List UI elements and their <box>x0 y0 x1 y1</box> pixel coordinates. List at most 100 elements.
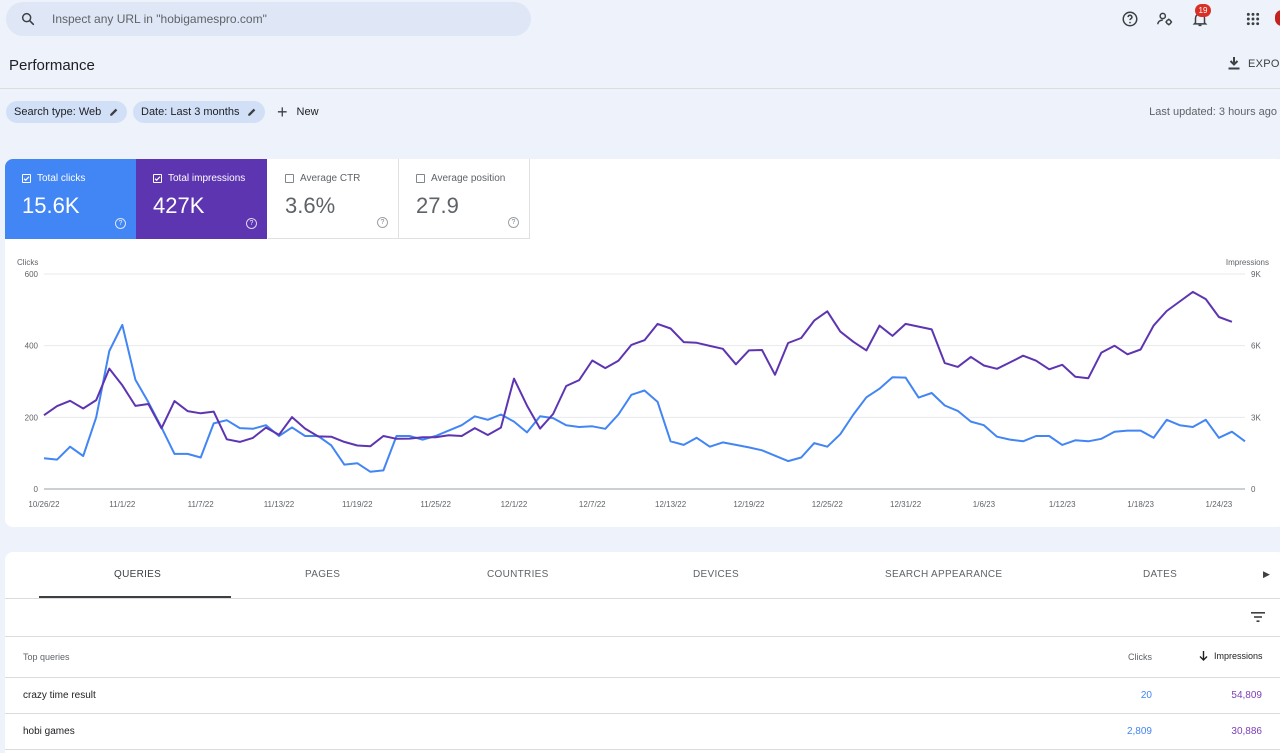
clicks-series-line <box>43 323 1246 473</box>
page-title: Performance <box>9 57 95 74</box>
impressions-value: 30,886 <box>1231 726 1262 737</box>
x-tick-label: 11/25/22 <box>420 500 451 509</box>
report-table-card: QUERIES PAGES COUNTRIES DEVICES SEARCH A… <box>5 552 1280 753</box>
download-icon <box>1228 57 1240 70</box>
url-inspect-search[interactable] <box>6 2 531 36</box>
x-tick-label: 1/18/23 <box>1127 500 1154 509</box>
y-tick-label-right: 9K <box>1251 270 1261 279</box>
metric-value: 3.6% <box>285 193 336 218</box>
x-tick-label: 12/13/22 <box>655 500 687 509</box>
avatar[interactable] <box>1275 10 1280 26</box>
query-text: hobi games <box>23 726 75 737</box>
search-type-chip[interactable]: Search type: Web <box>6 101 128 123</box>
apps-grid-icon[interactable] <box>1243 9 1263 29</box>
y-tick-label-left: 200 <box>25 413 39 422</box>
report-tabs: QUERIES PAGES COUNTRIES DEVICES SEARCH A… <box>5 552 1280 599</box>
export-label: EXPOR <box>1248 57 1280 70</box>
x-tick-label: 10/26/22 <box>28 500 60 509</box>
performance-chart-card: Clicks Impressions 0 0 200 3K 400 6K 600 9K 10/26/… <box>5 159 1280 527</box>
x-tick-label: 1/6/23 <box>973 500 996 509</box>
y-tick-label-right: 6K <box>1251 342 1261 351</box>
performance-chart: Clicks Impressions 0 0 200 3K 400 6K 600 9K 10/26/… <box>17 258 1269 509</box>
x-tick-label: 12/1/22 <box>501 500 528 509</box>
table-row[interactable]: hobi games 2,809 30,886 <box>5 714 1280 750</box>
top-bar: 19 <box>0 0 1280 42</box>
url-inspect-input[interactable] <box>52 12 492 26</box>
plus-icon: + <box>277 102 288 122</box>
new-filter-label: New <box>296 106 319 118</box>
edit-icon <box>248 108 256 116</box>
edit-icon <box>110 108 118 116</box>
x-tick-label: 11/19/22 <box>342 500 373 509</box>
y-axis-title-clicks: Clicks <box>17 258 38 267</box>
sort-down-arrow-icon <box>1199 651 1208 661</box>
metric-value: 27.9 <box>416 193 459 218</box>
query-text: crazy time result <box>23 690 96 701</box>
help-icon[interactable]: ? <box>246 218 257 229</box>
tab-devices[interactable]: DEVICES <box>693 569 740 580</box>
metric-label: Total impressions <box>168 173 246 184</box>
help-icon[interactable]: ? <box>377 217 388 228</box>
table-header: Top queries Clicks Impressions <box>5 637 1280 678</box>
impressions-series-line <box>43 290 1233 448</box>
x-tick-label: 12/19/22 <box>733 500 765 509</box>
help-icon[interactable]: ? <box>115 218 126 229</box>
last-updated-text: Last updated: 3 hours ago <box>1149 106 1277 118</box>
x-tick-label: 12/31/22 <box>890 500 922 509</box>
y-axis-title-impressions: Impressions <box>1226 258 1269 267</box>
clicks-value: 20 <box>1140 690 1152 701</box>
column-header-queries: Top queries <box>23 652 70 662</box>
export-button[interactable]: EXPOR <box>1228 57 1280 70</box>
impressions-value: 54,809 <box>1231 690 1262 701</box>
x-tick-label: 1/24/23 <box>1206 500 1233 509</box>
y-tick-label-right: 3K <box>1251 413 1261 422</box>
y-tick-label-right: 0 <box>1251 485 1256 494</box>
average-ctr-metric[interactable]: Average CTR 3.6% ? <box>268 159 399 239</box>
column-header-impressions-label: Impressions <box>1214 651 1263 661</box>
notification-count-badge: 19 <box>1195 4 1211 17</box>
metric-value: 427K <box>153 193 205 218</box>
tab-dates[interactable]: DATES <box>1143 569 1178 580</box>
tab-queries[interactable]: QUERIES <box>114 569 162 580</box>
y-tick-label-left: 600 <box>25 270 39 279</box>
tabs-next-arrow-icon[interactable]: ▶ <box>1263 569 1270 579</box>
help-icon[interactable]: ? <box>508 217 519 228</box>
y-tick-label-left: 0 <box>34 485 39 494</box>
x-tick-label: 11/1/22 <box>109 500 136 509</box>
column-header-clicks[interactable]: Clicks <box>1128 652 1152 662</box>
active-tab-indicator <box>39 596 231 598</box>
metric-value: 15.6K <box>22 193 80 218</box>
tab-countries[interactable]: COUNTRIES <box>487 569 549 580</box>
date-range-chip[interactable]: Date: Last 3 months <box>133 101 266 123</box>
tab-pages[interactable]: PAGES <box>305 569 341 580</box>
search-icon <box>20 10 38 28</box>
checkbox-unchecked-icon[interactable] <box>416 174 425 183</box>
x-tick-label: 11/7/22 <box>188 500 215 509</box>
average-position-metric[interactable]: Average position 27.9 ? <box>399 159 530 239</box>
search-type-chip-label: Search type: Web <box>14 106 102 118</box>
filter-icon[interactable] <box>1250 610 1266 624</box>
column-header-impressions[interactable]: Impressions <box>1199 651 1263 661</box>
x-tick-label: 1/12/23 <box>1049 500 1076 509</box>
table-filter-row <box>5 599 1280 637</box>
checkbox-checked-icon[interactable] <box>22 174 31 183</box>
x-tick-label: 12/25/22 <box>812 500 844 509</box>
total-clicks-metric[interactable]: Total clicks 15.6K ? <box>5 159 136 239</box>
x-tick-label: 11/13/22 <box>264 500 295 509</box>
metric-label: Total clicks <box>37 173 86 184</box>
y-tick-label-left: 400 <box>25 342 39 351</box>
total-impressions-metric[interactable]: Total impressions 427K ? <box>136 159 267 239</box>
checkbox-unchecked-icon[interactable] <box>285 174 294 183</box>
clicks-value: 2,809 <box>1126 726 1152 737</box>
checkbox-checked-icon[interactable] <box>153 174 162 183</box>
metric-label: Average CTR <box>300 173 361 184</box>
account-settings-icon[interactable] <box>1155 9 1175 29</box>
help-icon[interactable] <box>1120 9 1140 29</box>
new-filter-button[interactable]: + New <box>277 101 319 123</box>
date-range-chip-label: Date: Last 3 months <box>141 106 240 118</box>
tab-search-appearance[interactable]: SEARCH APPEARANCE <box>885 569 1003 580</box>
x-tick-label: 12/7/22 <box>579 500 606 509</box>
header-divider <box>0 88 1280 89</box>
metric-label: Average position <box>431 173 506 184</box>
table-row[interactable]: crazy time result 20 54,809 <box>5 678 1280 714</box>
